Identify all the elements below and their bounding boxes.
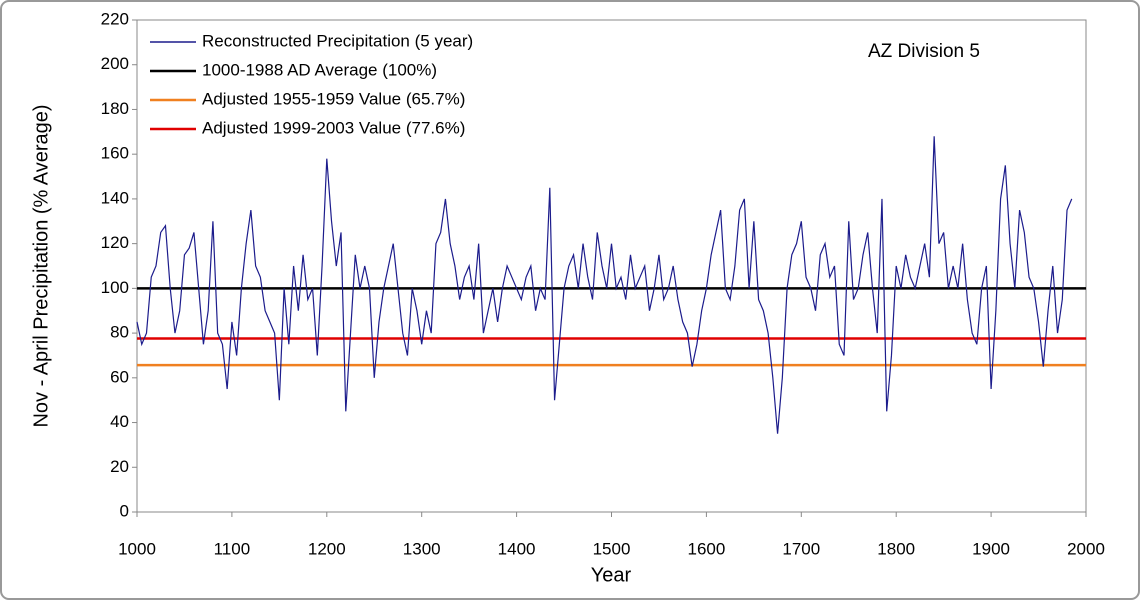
legend-label: Adjusted 1955-1959 Value (65.7%) <box>202 89 465 108</box>
x-tick-label: 1800 <box>877 539 915 558</box>
y-tick-label: 0 <box>120 501 129 520</box>
y-axis-title: Nov - April Precipitation (% Average) <box>30 104 52 427</box>
y-tick-label: 20 <box>110 457 129 476</box>
legend-label: 1000-1988 AD Average (100%) <box>202 60 437 79</box>
x-tick-label: 1900 <box>972 539 1010 558</box>
y-tick-label: 160 <box>101 144 129 163</box>
x-tick-label: 1700 <box>782 539 820 558</box>
y-tick-label: 220 <box>101 9 129 28</box>
legend-label: Reconstructed Precipitation (5 year) <box>202 31 473 50</box>
x-tick-label: 1300 <box>403 539 441 558</box>
x-tick-label: 1200 <box>308 539 346 558</box>
y-tick-label: 140 <box>101 188 129 207</box>
x-tick-label: 1000 <box>118 539 156 558</box>
y-tick-label: 200 <box>101 54 129 73</box>
legend-label: Adjusted 1999-2003 Value (77.6%) <box>202 118 465 137</box>
y-tick-label: 40 <box>110 412 129 431</box>
x-tick-label: 2000 <box>1067 539 1105 558</box>
y-tick-label: 180 <box>101 99 129 118</box>
y-tick-label: 80 <box>110 323 129 342</box>
annotation: AZ Division 5 <box>868 41 980 62</box>
x-axis-title: Year <box>591 564 632 586</box>
x-tick-label: 1400 <box>498 539 536 558</box>
x-tick-label: 1500 <box>593 539 631 558</box>
x-tick-label: 1100 <box>214 539 251 558</box>
x-tick-label: 1600 <box>687 539 725 558</box>
y-tick-label: 60 <box>110 367 129 386</box>
y-tick-label: 100 <box>101 278 129 297</box>
y-tick-label: 120 <box>101 233 129 252</box>
data-line <box>136 136 1073 434</box>
